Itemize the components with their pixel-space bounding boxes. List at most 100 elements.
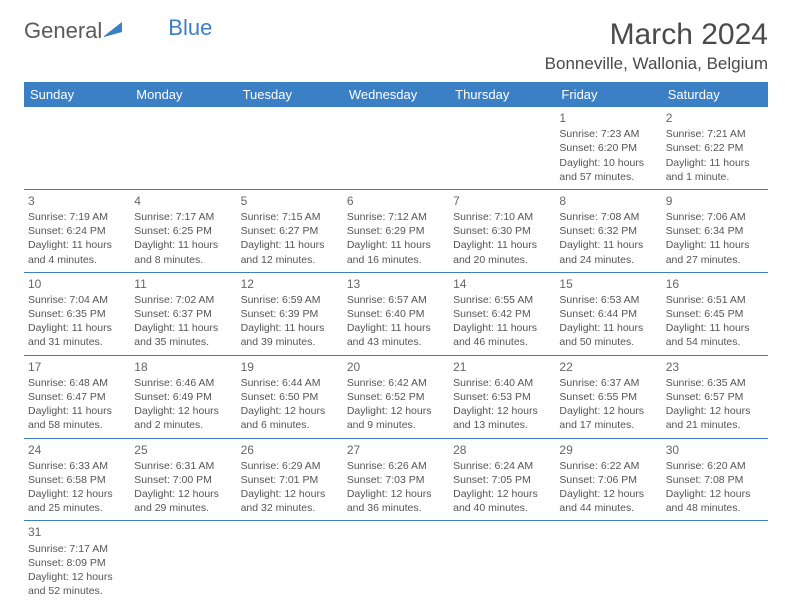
sunset-text: Sunset: 6:37 PM bbox=[134, 307, 232, 321]
sunset-text: Sunset: 6:49 PM bbox=[134, 390, 232, 404]
sunrise-text: Sunrise: 6:29 AM bbox=[241, 459, 339, 473]
calendar-cell bbox=[24, 107, 130, 189]
day-number: 18 bbox=[134, 359, 232, 375]
sunset-text: Sunset: 6:57 PM bbox=[666, 390, 764, 404]
location: Bonneville, Wallonia, Belgium bbox=[545, 54, 768, 74]
day-number: 25 bbox=[134, 442, 232, 458]
calendar-cell bbox=[237, 521, 343, 603]
day-number: 30 bbox=[666, 442, 764, 458]
day-header: Tuesday bbox=[237, 82, 343, 107]
calendar-row: 3Sunrise: 7:19 AMSunset: 6:24 PMDaylight… bbox=[24, 189, 768, 272]
sunset-text: Sunset: 6:52 PM bbox=[347, 390, 445, 404]
sunrise-text: Sunrise: 6:31 AM bbox=[134, 459, 232, 473]
daylight-text: Daylight: 11 hours and 16 minutes. bbox=[347, 238, 445, 266]
sunset-text: Sunset: 6:25 PM bbox=[134, 224, 232, 238]
day-number: 17 bbox=[28, 359, 126, 375]
calendar-cell: 14Sunrise: 6:55 AMSunset: 6:42 PMDayligh… bbox=[449, 272, 555, 355]
day-number: 3 bbox=[28, 193, 126, 209]
sunset-text: Sunset: 6:47 PM bbox=[28, 390, 126, 404]
day-number: 22 bbox=[559, 359, 657, 375]
calendar-row: 10Sunrise: 7:04 AMSunset: 6:35 PMDayligh… bbox=[24, 272, 768, 355]
sunrise-text: Sunrise: 7:08 AM bbox=[559, 210, 657, 224]
daylight-text: Daylight: 12 hours and 9 minutes. bbox=[347, 404, 445, 432]
day-number: 10 bbox=[28, 276, 126, 292]
daylight-text: Daylight: 11 hours and 58 minutes. bbox=[28, 404, 126, 432]
calendar-cell: 8Sunrise: 7:08 AMSunset: 6:32 PMDaylight… bbox=[555, 189, 661, 272]
day-number: 6 bbox=[347, 193, 445, 209]
daylight-text: Daylight: 11 hours and 12 minutes. bbox=[241, 238, 339, 266]
calendar-cell: 30Sunrise: 6:20 AMSunset: 7:08 PMDayligh… bbox=[662, 438, 768, 521]
day-number: 11 bbox=[134, 276, 232, 292]
day-number: 2 bbox=[666, 110, 764, 126]
daylight-text: Daylight: 11 hours and 54 minutes. bbox=[666, 321, 764, 349]
day-number: 12 bbox=[241, 276, 339, 292]
daylight-text: Daylight: 11 hours and 4 minutes. bbox=[28, 238, 126, 266]
calendar-cell bbox=[449, 107, 555, 189]
day-number: 7 bbox=[453, 193, 551, 209]
sunset-text: Sunset: 6:27 PM bbox=[241, 224, 339, 238]
sunrise-text: Sunrise: 7:21 AM bbox=[666, 127, 764, 141]
daylight-text: Daylight: 12 hours and 6 minutes. bbox=[241, 404, 339, 432]
day-number: 16 bbox=[666, 276, 764, 292]
sunrise-text: Sunrise: 6:59 AM bbox=[241, 293, 339, 307]
daylight-text: Daylight: 11 hours and 35 minutes. bbox=[134, 321, 232, 349]
sunrise-text: Sunrise: 6:51 AM bbox=[666, 293, 764, 307]
day-header: Friday bbox=[555, 82, 661, 107]
sunrise-text: Sunrise: 6:57 AM bbox=[347, 293, 445, 307]
day-header: Monday bbox=[130, 82, 236, 107]
sunset-text: Sunset: 8:09 PM bbox=[28, 556, 126, 570]
calendar-cell: 18Sunrise: 6:46 AMSunset: 6:49 PMDayligh… bbox=[130, 355, 236, 438]
sunrise-text: Sunrise: 6:22 AM bbox=[559, 459, 657, 473]
sunset-text: Sunset: 7:06 PM bbox=[559, 473, 657, 487]
sunset-text: Sunset: 6:29 PM bbox=[347, 224, 445, 238]
sunrise-text: Sunrise: 6:55 AM bbox=[453, 293, 551, 307]
sunset-text: Sunset: 6:58 PM bbox=[28, 473, 126, 487]
calendar-cell: 19Sunrise: 6:44 AMSunset: 6:50 PMDayligh… bbox=[237, 355, 343, 438]
day-number: 31 bbox=[28, 524, 126, 540]
daylight-text: Daylight: 11 hours and 24 minutes. bbox=[559, 238, 657, 266]
day-number: 5 bbox=[241, 193, 339, 209]
daylight-text: Daylight: 12 hours and 25 minutes. bbox=[28, 487, 126, 515]
daylight-text: Daylight: 12 hours and 17 minutes. bbox=[559, 404, 657, 432]
sunset-text: Sunset: 6:32 PM bbox=[559, 224, 657, 238]
calendar-table: Sunday Monday Tuesday Wednesday Thursday… bbox=[24, 82, 768, 603]
day-number: 1 bbox=[559, 110, 657, 126]
calendar-cell: 6Sunrise: 7:12 AMSunset: 6:29 PMDaylight… bbox=[343, 189, 449, 272]
calendar-cell: 20Sunrise: 6:42 AMSunset: 6:52 PMDayligh… bbox=[343, 355, 449, 438]
sunrise-text: Sunrise: 7:02 AM bbox=[134, 293, 232, 307]
sunrise-text: Sunrise: 6:26 AM bbox=[347, 459, 445, 473]
sunset-text: Sunset: 6:22 PM bbox=[666, 141, 764, 155]
calendar-cell: 23Sunrise: 6:35 AMSunset: 6:57 PMDayligh… bbox=[662, 355, 768, 438]
calendar-cell bbox=[662, 521, 768, 603]
daylight-text: Daylight: 11 hours and 43 minutes. bbox=[347, 321, 445, 349]
day-number: 13 bbox=[347, 276, 445, 292]
sunrise-text: Sunrise: 7:15 AM bbox=[241, 210, 339, 224]
calendar-cell: 11Sunrise: 7:02 AMSunset: 6:37 PMDayligh… bbox=[130, 272, 236, 355]
daylight-text: Daylight: 12 hours and 36 minutes. bbox=[347, 487, 445, 515]
calendar-cell: 31Sunrise: 7:17 AMSunset: 8:09 PMDayligh… bbox=[24, 521, 130, 603]
calendar-cell: 12Sunrise: 6:59 AMSunset: 6:39 PMDayligh… bbox=[237, 272, 343, 355]
sunset-text: Sunset: 6:55 PM bbox=[559, 390, 657, 404]
day-number: 14 bbox=[453, 276, 551, 292]
day-number: 27 bbox=[347, 442, 445, 458]
header: General Blue March 2024 Bonneville, Wall… bbox=[24, 18, 768, 74]
calendar-cell: 2Sunrise: 7:21 AMSunset: 6:22 PMDaylight… bbox=[662, 107, 768, 189]
day-number: 28 bbox=[453, 442, 551, 458]
sunrise-text: Sunrise: 7:17 AM bbox=[28, 542, 126, 556]
calendar-cell: 24Sunrise: 6:33 AMSunset: 6:58 PMDayligh… bbox=[24, 438, 130, 521]
calendar-cell: 21Sunrise: 6:40 AMSunset: 6:53 PMDayligh… bbox=[449, 355, 555, 438]
calendar-row: 31Sunrise: 7:17 AMSunset: 8:09 PMDayligh… bbox=[24, 521, 768, 603]
sunrise-text: Sunrise: 6:24 AM bbox=[453, 459, 551, 473]
sunset-text: Sunset: 7:03 PM bbox=[347, 473, 445, 487]
flag-icon bbox=[104, 18, 124, 44]
day-number: 19 bbox=[241, 359, 339, 375]
daylight-text: Daylight: 11 hours and 1 minute. bbox=[666, 156, 764, 184]
sunset-text: Sunset: 6:45 PM bbox=[666, 307, 764, 321]
day-number: 4 bbox=[134, 193, 232, 209]
day-number: 23 bbox=[666, 359, 764, 375]
day-header: Wednesday bbox=[343, 82, 449, 107]
sunset-text: Sunset: 6:24 PM bbox=[28, 224, 126, 238]
sunset-text: Sunset: 6:42 PM bbox=[453, 307, 551, 321]
calendar-cell bbox=[237, 107, 343, 189]
sunset-text: Sunset: 6:40 PM bbox=[347, 307, 445, 321]
